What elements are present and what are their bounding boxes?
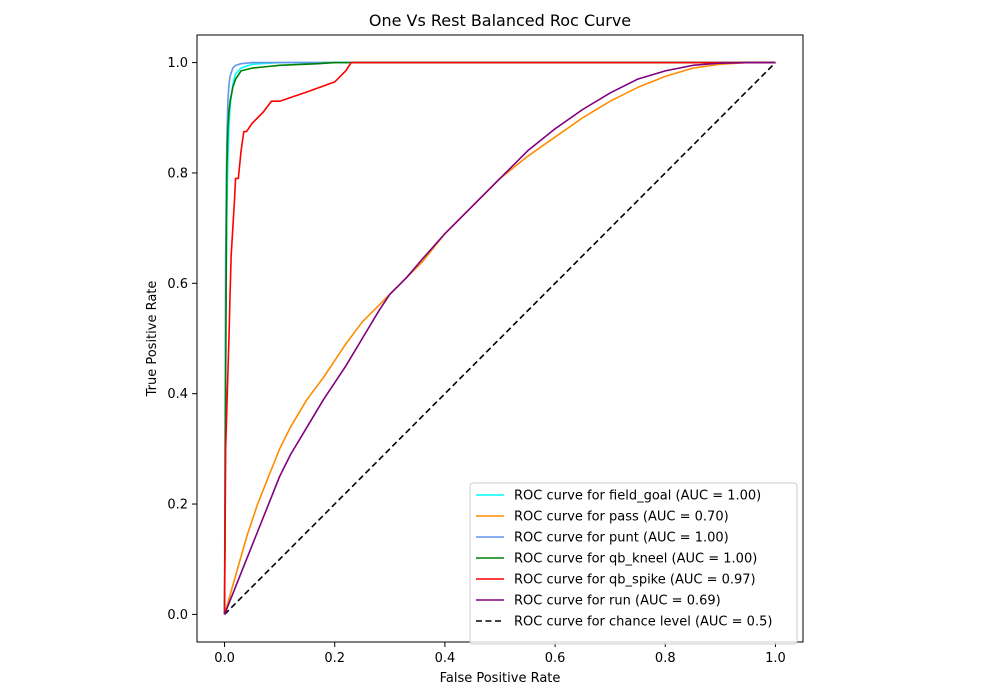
legend-label-2: ROC curve for punt (AUC = 1.00) — [514, 531, 729, 546]
x-tick-label: 0.2 — [324, 651, 345, 666]
legend-box — [469, 482, 798, 645]
series-line-6 — [223, 62, 777, 615]
legend-label-4: ROC curve for qb_spike (AUC = 0.97) — [514, 573, 756, 588]
x-tick-label: 0.0 — [214, 651, 235, 666]
series-line-5 — [223, 61, 776, 615]
y-axis-label: True Positive Rate — [145, 281, 160, 398]
legend: ROC curve for field_goal (AUC = 1.00) ROC… — [469, 482, 798, 645]
x-tick-label: 0.6 — [545, 651, 566, 666]
x-axis-label: False Positive Rate — [440, 671, 561, 686]
legend-label-1: ROC curve for pass (AUC = 0.70) — [514, 510, 729, 525]
plot-area: 0.0 0.2 0.4 0.6 0.8 1.0 0.0 0.2 0.4 0.6 0.8 1.0 — [167, 34, 804, 666]
y-tick-label: 0.0 — [167, 608, 188, 623]
x-tick-label: 0.8 — [655, 651, 676, 666]
y-tick-label: 1.0 — [167, 56, 188, 71]
series-line-4 — [223, 61, 776, 615]
chart-title: One Vs Rest Balanced Roc Curve — [369, 11, 631, 30]
legend-label-5: ROC curve for run (AUC = 0.69) — [514, 594, 721, 609]
legend-label-6: ROC curve for chance level (AUC = 0.5) — [514, 615, 772, 630]
legend-label-3: ROC curve for qb_kneel (AUC = 1.00) — [514, 552, 757, 567]
legend-items: ROC curve for field_goal (AUC = 1.00) ROC… — [476, 489, 772, 630]
x-tick-label: 0.4 — [435, 651, 456, 666]
x-tick-label: 1.0 — [765, 651, 786, 666]
series-line-3 — [223, 61, 776, 615]
y-tick-label: 0.2 — [167, 498, 188, 513]
legend-label-0: ROC curve for field_goal (AUC = 1.00) — [514, 489, 761, 504]
y-tick-label: 0.8 — [167, 166, 188, 181]
ticks-group: 0.0 0.2 0.4 0.6 0.8 1.0 0.0 0.2 0.4 0.6 0.8 1.0 — [167, 56, 785, 666]
y-tick-label: 0.4 — [167, 387, 188, 402]
series-group — [223, 61, 777, 615]
y-tick-label: 0.6 — [167, 277, 188, 292]
